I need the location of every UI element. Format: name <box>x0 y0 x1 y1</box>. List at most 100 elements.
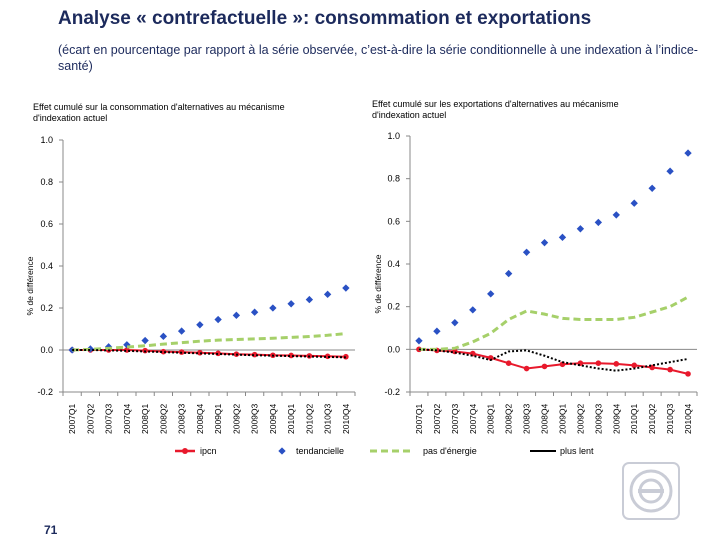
y-tick-label: -0.2 <box>37 387 53 397</box>
data-point-ipcn <box>487 355 494 361</box>
data-point-ipcn <box>631 362 638 369</box>
data-point-ipcn <box>523 365 530 372</box>
series-line-pasdnergie <box>418 295 689 351</box>
x-tick-label: 2010Q4 <box>683 403 693 434</box>
x-tick-label: 2009Q2 <box>231 403 241 434</box>
x-tick-label: 2009Q1 <box>213 403 223 434</box>
legend-marker-ipcn <box>182 448 188 454</box>
data-point-ipcn <box>541 363 548 370</box>
data-point-tendancielle <box>522 248 531 256</box>
data-point-tendancielle <box>666 167 674 175</box>
page-subtitle: (écart en pourcentage par rapport à la s… <box>58 43 698 73</box>
data-point-tendancielle <box>323 290 332 299</box>
x-tick-label: 2008Q2 <box>504 403 514 434</box>
chart-title: d'indexation actuel <box>372 110 446 120</box>
series-line-pasdnergie <box>72 332 347 352</box>
chart-title: Effet cumulé sur les exportations d'alte… <box>372 99 619 109</box>
data-point-tendancielle <box>177 327 186 335</box>
y-tick-label: 1.0 <box>387 131 400 141</box>
data-point-tendancielle <box>141 336 149 345</box>
x-tick-label: 2008Q3 <box>177 403 187 434</box>
data-point-tendancielle <box>558 233 567 242</box>
legend-label: pas d'énergie <box>423 446 477 456</box>
data-point-tendancielle <box>415 337 423 345</box>
x-tick-label: 2010Q1 <box>629 403 639 434</box>
y-tick-label: 1.0 <box>40 135 53 145</box>
x-tick-label: 2007Q1 <box>67 403 77 434</box>
y-tick-label: 0.2 <box>387 302 400 312</box>
legend-label: plus lent <box>560 446 594 456</box>
x-tick-label: 2009Q1 <box>557 403 567 434</box>
data-point-tendancielle <box>451 318 459 327</box>
y-tick-label: 0.0 <box>387 344 400 354</box>
x-tick-label: 2010Q1 <box>286 403 296 434</box>
legend-label: ipcn <box>200 446 217 456</box>
data-point-tendancielle <box>232 311 241 320</box>
y-tick-label: 0.6 <box>387 216 400 226</box>
data-point-tendancielle <box>214 315 222 324</box>
data-point-tendancielle <box>648 184 656 192</box>
x-tick-label: 2010Q2 <box>647 403 657 434</box>
y-axis-label: % de différence <box>25 256 35 315</box>
y-tick-label: 0.0 <box>40 345 53 355</box>
y-tick-label: 0.8 <box>387 174 400 184</box>
page-number: 71 <box>44 523 58 537</box>
data-point-tendancielle <box>594 218 603 227</box>
series-line-pluslent <box>418 348 689 372</box>
data-point-tendancielle <box>342 284 350 292</box>
x-tick-label: 2007Q1 <box>414 403 424 434</box>
data-point-tendancielle <box>269 304 277 312</box>
x-tick-label: 2008Q1 <box>140 403 150 434</box>
y-tick-label: 0.8 <box>40 177 53 187</box>
chart-title: d'indexation actuel <box>33 113 107 123</box>
data-point-tendancielle <box>433 327 441 335</box>
x-tick-label: 2008Q1 <box>486 403 496 434</box>
data-point-tendancielle <box>540 238 549 247</box>
data-point-tendancielle <box>684 149 692 157</box>
x-tick-label: 2010Q3 <box>323 403 333 434</box>
series-line-ipcn <box>418 348 689 375</box>
data-point-tendancielle <box>196 321 204 329</box>
page-title: Analyse « contrefactuelle »: consommatio… <box>58 8 592 29</box>
x-tick-label: 2008Q4 <box>540 403 550 434</box>
x-tick-label: 2009Q3 <box>250 403 260 434</box>
data-point-tendancielle <box>287 300 295 308</box>
x-tick-label: 2009Q4 <box>268 403 278 434</box>
data-point-tendancielle <box>250 308 259 316</box>
data-point-tendancielle <box>630 199 638 207</box>
x-tick-label: 2007Q2 <box>432 403 442 434</box>
x-tick-label: 2009Q2 <box>575 403 585 434</box>
x-tick-label: 2008Q4 <box>195 403 205 434</box>
bank-logo-icon <box>622 462 680 520</box>
data-point-tendancielle <box>612 211 620 219</box>
y-axis-label: % de différence <box>373 254 383 313</box>
legend-label: tendancielle <box>296 446 344 456</box>
x-tick-label: 2008Q3 <box>522 403 532 434</box>
x-tick-label: 2007Q3 <box>104 403 114 434</box>
y-tick-label: -0.2 <box>384 387 400 397</box>
x-tick-label: 2010Q3 <box>665 403 675 434</box>
x-tick-label: 2007Q4 <box>468 403 478 434</box>
data-point-tendancielle <box>576 225 585 233</box>
y-tick-label: 0.2 <box>40 303 53 313</box>
x-tick-label: 2009Q3 <box>593 403 603 434</box>
y-tick-label: 0.4 <box>387 259 400 269</box>
data-point-ipcn <box>595 360 602 367</box>
x-tick-label: 2009Q4 <box>611 403 621 434</box>
data-point-tendancielle <box>504 269 513 278</box>
data-point-tendancielle <box>305 295 314 304</box>
data-point-ipcn <box>505 360 512 367</box>
y-tick-label: 0.6 <box>40 219 53 229</box>
y-tick-label: 0.4 <box>40 261 53 271</box>
x-tick-label: 2007Q2 <box>85 403 95 434</box>
data-point-ipcn <box>685 371 691 377</box>
x-tick-label: 2007Q3 <box>450 403 460 434</box>
data-point-tendancielle <box>469 306 477 314</box>
legend-marker-tendancielle <box>278 447 286 455</box>
x-tick-label: 2008Q2 <box>158 403 168 434</box>
series-line-pluslent <box>72 349 346 359</box>
data-point-tendancielle <box>159 332 168 341</box>
x-tick-label: 2010Q4 <box>341 403 351 434</box>
data-point-ipcn <box>667 366 673 373</box>
